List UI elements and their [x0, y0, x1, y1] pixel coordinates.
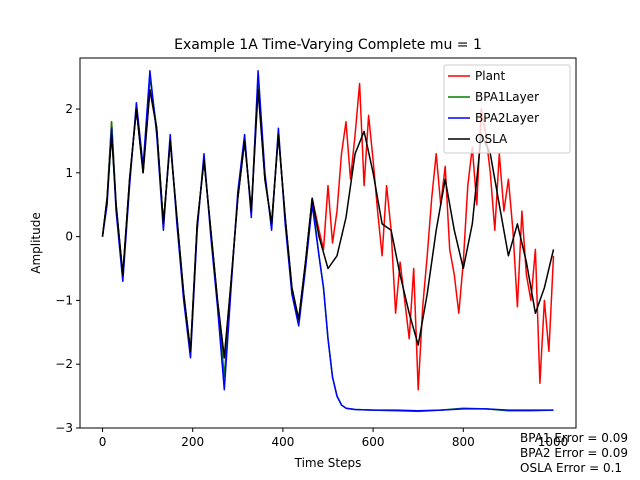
- y-tick-label: −3: [55, 421, 73, 435]
- x-tick-label: 0: [99, 435, 107, 449]
- legend-label-bpa1layer: BPA1Layer: [475, 90, 539, 104]
- error-annotation: BPA2 Error = 0.09: [520, 446, 628, 460]
- y-tick-label: 2: [65, 102, 73, 116]
- y-tick-label: 1: [65, 166, 73, 180]
- x-tick-label: 200: [181, 435, 204, 449]
- x-tick-label-partial: 1000: [538, 435, 569, 449]
- y-tick-label: −1: [55, 293, 73, 307]
- error-annotation: BPA1 Error = 0.09: [520, 431, 628, 445]
- y-tick-label: 0: [65, 230, 73, 244]
- plot-frame: [79, 57, 577, 429]
- error-annotation: OSLA Error = 0.1: [520, 461, 622, 475]
- x-axis: 0 200 400 600 800: [99, 428, 475, 449]
- chart-title: Example 1A Time-Varying Complete mu = 1: [174, 37, 482, 53]
- legend-box: [443, 64, 571, 154]
- legend-label-osla: OSLA: [475, 132, 508, 146]
- x-axis-label: Time Steps: [294, 456, 362, 470]
- y-tick-label: −2: [55, 357, 73, 371]
- series-line-osla: [101, 89, 555, 359]
- y-axis-label: Amplitude: [29, 212, 43, 274]
- plot-lines: [101, 70, 555, 413]
- series-line-bpa2layer: [101, 70, 554, 412]
- y-axis: −3 −2 −1 0 1 2: [55, 102, 80, 435]
- legend: Plant BPA1Layer BPA2Layer OSLA: [443, 64, 571, 154]
- x-tick-label: 800: [452, 435, 475, 449]
- x-tick-label: 600: [362, 435, 385, 449]
- legend-label-bpa2layer: BPA2Layer: [475, 111, 539, 125]
- x-tick-label: 400: [271, 435, 294, 449]
- legend-label-plant: Plant: [475, 69, 506, 83]
